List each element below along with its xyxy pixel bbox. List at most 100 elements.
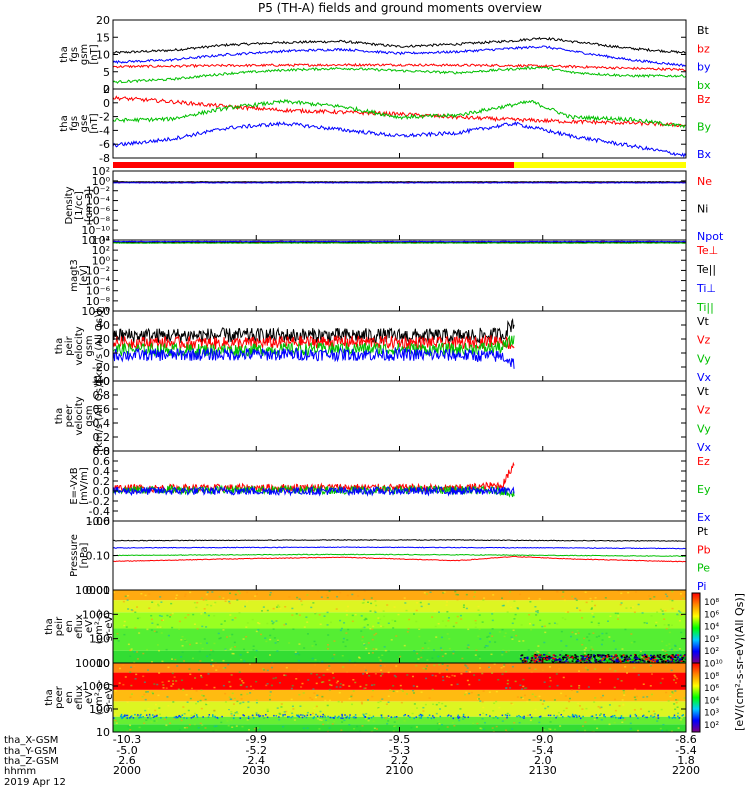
- heatmap-cell: [130, 716, 132, 718]
- heatmap-cell: [291, 607, 294, 610]
- heatmap-cell: [539, 619, 542, 622]
- heatmap-cell: [467, 646, 470, 649]
- heatmap-cell: [650, 661, 653, 663]
- heatmap-cell: [171, 626, 174, 629]
- heatmap-cell: [356, 725, 359, 728]
- heatmap-cell: [464, 716, 466, 719]
- heatmap-cell: [257, 622, 260, 624]
- heatmap-cell: [181, 645, 184, 647]
- heatmap-cell: [336, 680, 339, 683]
- heatmap-cell: [331, 716, 333, 719]
- heatmap-cell: [537, 645, 540, 647]
- heatmap-cell: [492, 730, 495, 732]
- heatmap-cell: [670, 669, 673, 672]
- colorbar-tick-label: 10⁴: [704, 696, 719, 706]
- heatmap-cell: [227, 663, 230, 666]
- heatmap-cell: [361, 639, 364, 642]
- heatmap-cell: [479, 638, 482, 640]
- heatmap-cell: [620, 656, 623, 659]
- heatmap-cell: [253, 728, 256, 730]
- heatmap-cell: [231, 726, 234, 728]
- heatmap-cell: [629, 722, 632, 725]
- heatmap-cell: [313, 692, 316, 694]
- heatmap-cell: [213, 615, 216, 617]
- heatmap-cell: [138, 717, 140, 719]
- heatmap-cell: [494, 641, 497, 643]
- heatmap-cell: [353, 717, 356, 720]
- heatmap-cell: [328, 667, 331, 669]
- heatmap-cell: [673, 661, 676, 663]
- heatmap-cell: [552, 654, 555, 656]
- heatmap-cell: [396, 718, 399, 720]
- heatmap-cell: [336, 595, 339, 598]
- y-axis-label: (cm²-s-: [94, 679, 105, 715]
- heatmap-cell: [272, 607, 275, 610]
- position-row-value: -9.9: [246, 733, 267, 746]
- y-axis-label: [eV]: [79, 265, 90, 286]
- heatmap-cell: [344, 645, 347, 648]
- heatmap-cell: [351, 620, 354, 623]
- heatmap-cell: [341, 721, 344, 723]
- heatmap-cell: [201, 625, 204, 628]
- heatmap-cell: [509, 591, 512, 593]
- heatmap-cell: [534, 708, 537, 711]
- heatmap-cell: [329, 699, 332, 702]
- heatmap-band: [113, 672, 686, 690]
- heatmap-cell: [665, 691, 668, 694]
- heatmap-cell: [316, 694, 319, 697]
- heatmap-cell: [580, 655, 583, 657]
- legend-item: Bt: [697, 24, 710, 37]
- heatmap-cell: [501, 673, 504, 675]
- heatmap-cell: [531, 655, 534, 657]
- colorbar-tick-label: 10⁶: [704, 684, 719, 694]
- heatmap-cell: [630, 633, 633, 635]
- heatmap-cell: [210, 663, 213, 666]
- heatmap-cell: [428, 697, 431, 699]
- heatmap-cell: [478, 614, 481, 616]
- heatmap-cell: [675, 661, 678, 663]
- heatmap-cell: [669, 695, 672, 698]
- heatmap-cell: [512, 629, 515, 631]
- heatmap-cell: [623, 660, 626, 662]
- heatmap-cell: [200, 676, 203, 679]
- position-row-value: -9.5: [389, 733, 410, 746]
- heatmap-cell: [535, 610, 538, 613]
- heatmap-cell: [233, 714, 235, 717]
- heatmap-cell: [430, 717, 433, 720]
- heatmap-cell: [459, 708, 462, 710]
- heatmap-cell: [235, 711, 238, 713]
- heatmap-cell: [393, 721, 396, 723]
- heatmap-cell: [558, 657, 561, 660]
- heatmap-cell: [291, 715, 294, 718]
- heatmap-cell: [351, 703, 354, 706]
- heatmap-cell: [554, 661, 557, 663]
- heatmap-cell: [132, 717, 135, 719]
- heatmap-cell: [482, 706, 485, 709]
- heatmap-cell: [228, 635, 231, 637]
- y-axis-label: en: [64, 620, 75, 633]
- heatmap-cell: [250, 669, 253, 672]
- heatmap-cell: [328, 679, 331, 682]
- heatmap-cell: [318, 728, 321, 730]
- legend-item: Pi: [697, 580, 706, 593]
- heatmap-cell: [331, 657, 334, 660]
- heatmap-cell: [603, 654, 606, 657]
- heatmap-cell: [543, 625, 546, 627]
- heatmap-cell: [455, 622, 458, 624]
- y-tick-label: 0.2: [93, 475, 111, 488]
- heatmap-cell: [468, 683, 471, 686]
- heatmap-cell: [560, 630, 563, 633]
- heatmap-cell: [645, 659, 648, 662]
- heatmap-cell: [150, 661, 153, 663]
- heatmap-cell: [392, 690, 395, 693]
- heatmap-cell: [654, 656, 657, 658]
- heatmap-cell: [290, 698, 293, 701]
- heatmap-cell: [136, 617, 139, 620]
- heatmap-cell: [303, 647, 306, 649]
- heatmap-cell: [619, 659, 622, 661]
- heatmap-cell: [200, 613, 203, 615]
- position-row-value: -5.4: [532, 744, 553, 757]
- heatmap-cell: [490, 653, 493, 656]
- heatmap-cell: [310, 606, 313, 609]
- heatmap-cell: [552, 659, 555, 662]
